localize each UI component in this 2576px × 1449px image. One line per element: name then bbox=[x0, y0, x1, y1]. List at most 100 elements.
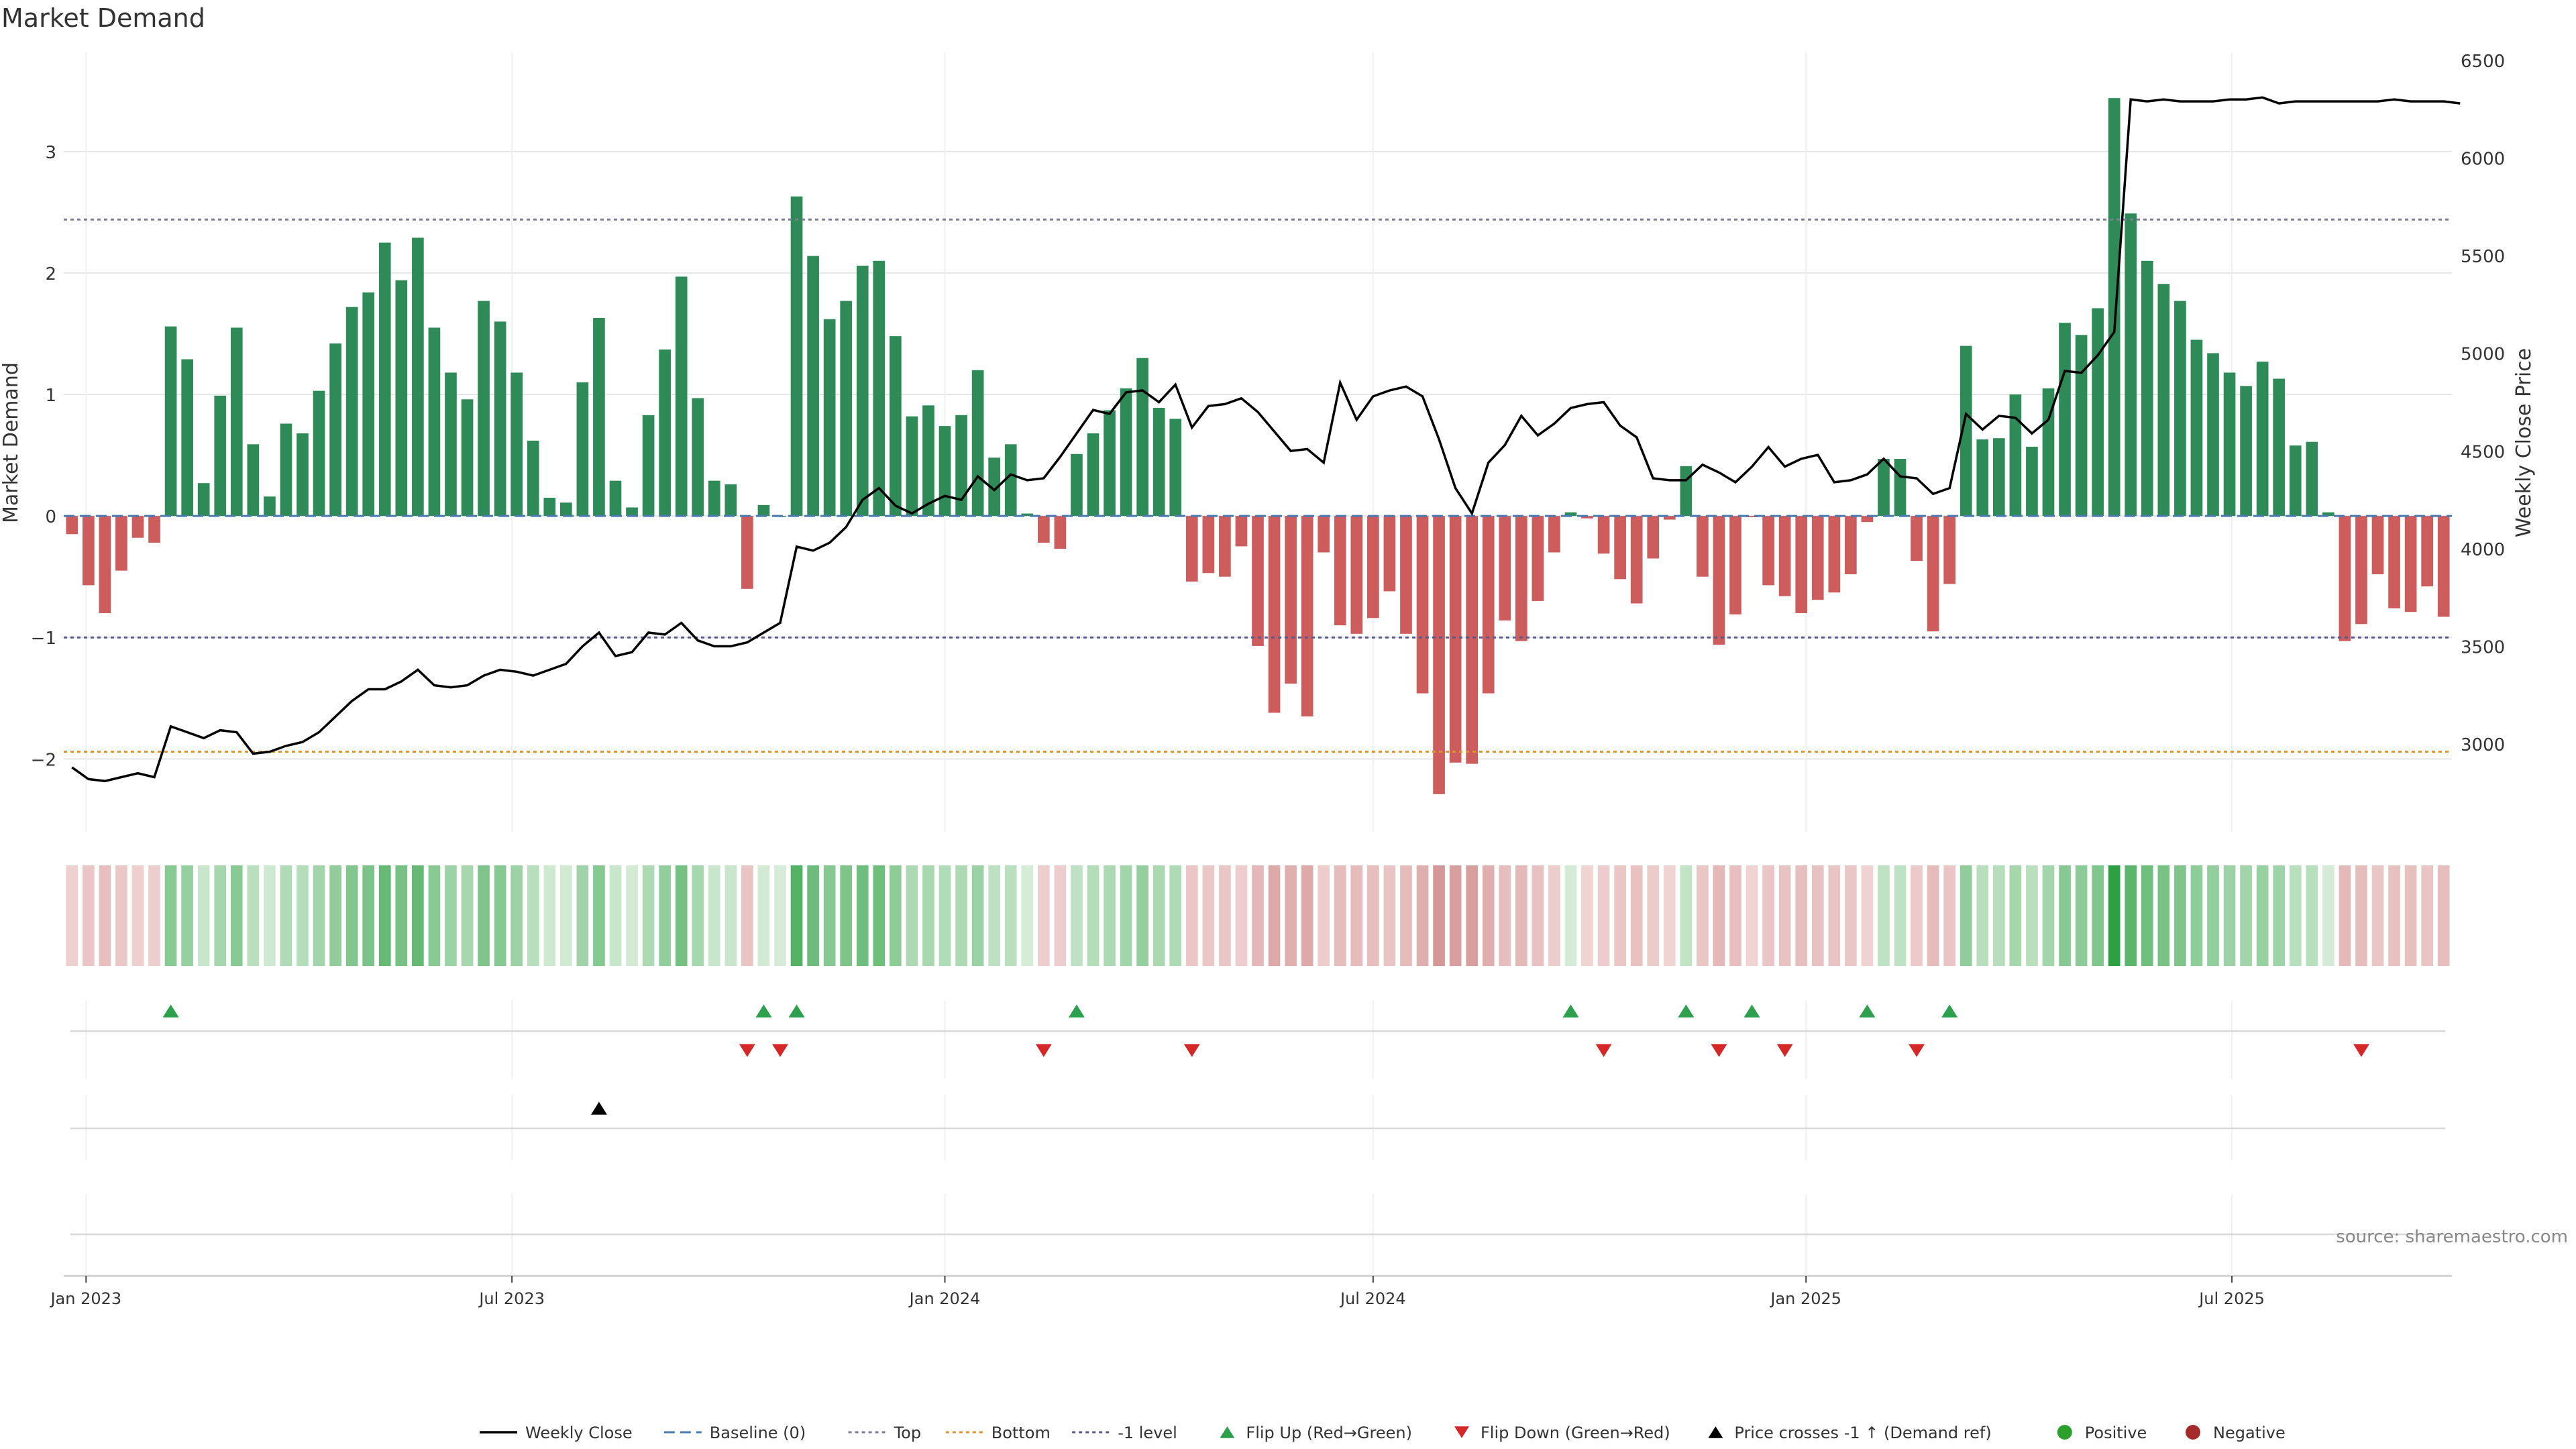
demand-bar bbox=[576, 382, 589, 517]
demand-bar bbox=[757, 504, 770, 517]
heat-cell bbox=[1548, 865, 1560, 966]
legend-label: Flip Down (Green→Red) bbox=[1481, 1424, 1670, 1442]
demand-bar bbox=[1466, 516, 1479, 764]
legend-label: Flip Up (Red→Green) bbox=[1246, 1424, 1412, 1442]
heat-cell bbox=[1037, 865, 1050, 966]
heat-cell bbox=[1482, 865, 1495, 966]
demand-bar bbox=[1037, 516, 1050, 543]
demand-bar bbox=[2026, 446, 2038, 517]
demand-bar bbox=[2339, 516, 2351, 641]
demand-bar bbox=[2256, 362, 2269, 517]
heat-cell bbox=[1795, 865, 1808, 966]
legend-swatch bbox=[2057, 1425, 2072, 1440]
heat-cell bbox=[148, 865, 160, 966]
demand-bar bbox=[2404, 516, 2417, 612]
heat-cell bbox=[2190, 865, 2203, 966]
flip-up-marker bbox=[1562, 1004, 1579, 1018]
heat-cell bbox=[2437, 865, 2450, 966]
y2-tick-label: 6000 bbox=[2461, 150, 2505, 170]
heat-cell bbox=[461, 865, 474, 966]
heat-cell bbox=[1466, 865, 1479, 966]
heat-cell bbox=[873, 865, 885, 966]
demand-bar bbox=[1515, 516, 1527, 641]
demand-bar bbox=[1054, 516, 1067, 549]
demand-bar bbox=[1367, 516, 1379, 619]
demand-bar bbox=[890, 336, 902, 517]
demand-bar bbox=[214, 395, 227, 517]
demand-bar bbox=[675, 276, 688, 517]
demand-bar bbox=[2388, 516, 2400, 608]
demand-bar bbox=[2042, 388, 2055, 517]
heat-cell bbox=[823, 865, 836, 966]
heat-cell bbox=[1383, 865, 1396, 966]
demand-bar bbox=[148, 516, 160, 543]
heat-cell bbox=[2174, 865, 2186, 966]
y2-tick-label: 4000 bbox=[2461, 540, 2505, 560]
demand-bar bbox=[938, 426, 951, 517]
demand-bar bbox=[840, 301, 853, 517]
y-tick-label: 1 bbox=[45, 386, 56, 406]
heat-cell bbox=[1746, 865, 1758, 966]
heat-cell bbox=[1433, 865, 1445, 966]
demand-bar bbox=[1104, 410, 1116, 517]
demand-bar bbox=[2157, 284, 2170, 517]
heat-cell bbox=[559, 865, 572, 966]
demand-bar bbox=[2223, 372, 2236, 517]
heat-cell bbox=[774, 865, 786, 966]
demand-bar bbox=[164, 326, 177, 517]
flip-down-marker bbox=[772, 1044, 788, 1057]
heat-cell bbox=[329, 865, 341, 966]
heat-cell bbox=[1927, 865, 1939, 966]
heat-cell bbox=[1976, 865, 1989, 966]
heat-cell bbox=[1762, 865, 1774, 966]
flip-up-marker bbox=[1678, 1004, 1695, 1018]
legend-item: Flip Down (Green→Red) bbox=[1454, 1424, 1670, 1442]
heat-cell bbox=[2355, 865, 2367, 966]
demand-bar bbox=[1087, 433, 1099, 517]
heat-cell bbox=[1811, 865, 1824, 966]
y2-tick-label: 5000 bbox=[2461, 345, 2505, 365]
legend-swatch bbox=[1220, 1426, 1235, 1438]
heat-cell bbox=[1713, 865, 1725, 966]
heat-cell bbox=[576, 865, 589, 966]
flip-down-marker bbox=[1776, 1044, 1793, 1057]
heat-cell bbox=[708, 865, 720, 966]
demand-bar bbox=[1729, 516, 1741, 614]
heat-cell bbox=[2009, 865, 2022, 966]
demand-bar bbox=[2289, 445, 2302, 517]
demand-bar bbox=[2207, 353, 2219, 517]
demand-bar bbox=[1004, 444, 1017, 517]
demand-bar bbox=[1960, 345, 1972, 517]
x-tick-label: Jan 2024 bbox=[908, 1289, 981, 1308]
demand-bar bbox=[807, 256, 819, 517]
heat-cell bbox=[1597, 865, 1610, 966]
heat-cell bbox=[2388, 865, 2400, 966]
legend-swatch bbox=[2186, 1425, 2200, 1440]
demand-bar bbox=[1795, 516, 1808, 614]
demand-bar bbox=[1746, 516, 1758, 517]
legend-item: Price crosses -1 ↑ (Demand ref) bbox=[1708, 1424, 1992, 1442]
demand-bar bbox=[1630, 516, 1643, 604]
demand-bar bbox=[329, 343, 341, 517]
heat-cell bbox=[214, 865, 227, 966]
heat-cell bbox=[280, 865, 292, 966]
demand-bar bbox=[478, 301, 490, 517]
demand-bar bbox=[247, 444, 260, 517]
heat-cell bbox=[1268, 865, 1281, 966]
demand-bar bbox=[609, 480, 622, 517]
heat-cell bbox=[494, 865, 506, 966]
heat-cell bbox=[478, 865, 490, 966]
y-tick-label: −1 bbox=[31, 629, 56, 649]
demand-bar bbox=[66, 516, 78, 535]
demand-bar bbox=[412, 237, 424, 517]
demand-bar bbox=[1861, 516, 1874, 523]
heat-cell bbox=[2404, 865, 2417, 966]
flip-down-marker bbox=[1183, 1044, 1200, 1057]
heat-cell bbox=[1169, 865, 1182, 966]
demand-bar bbox=[1943, 516, 1956, 584]
heat-cell bbox=[181, 865, 193, 966]
heat-cell bbox=[1087, 865, 1099, 966]
demand-bar bbox=[428, 327, 441, 517]
demand-bar bbox=[1614, 516, 1626, 580]
heat-cell bbox=[247, 865, 260, 966]
